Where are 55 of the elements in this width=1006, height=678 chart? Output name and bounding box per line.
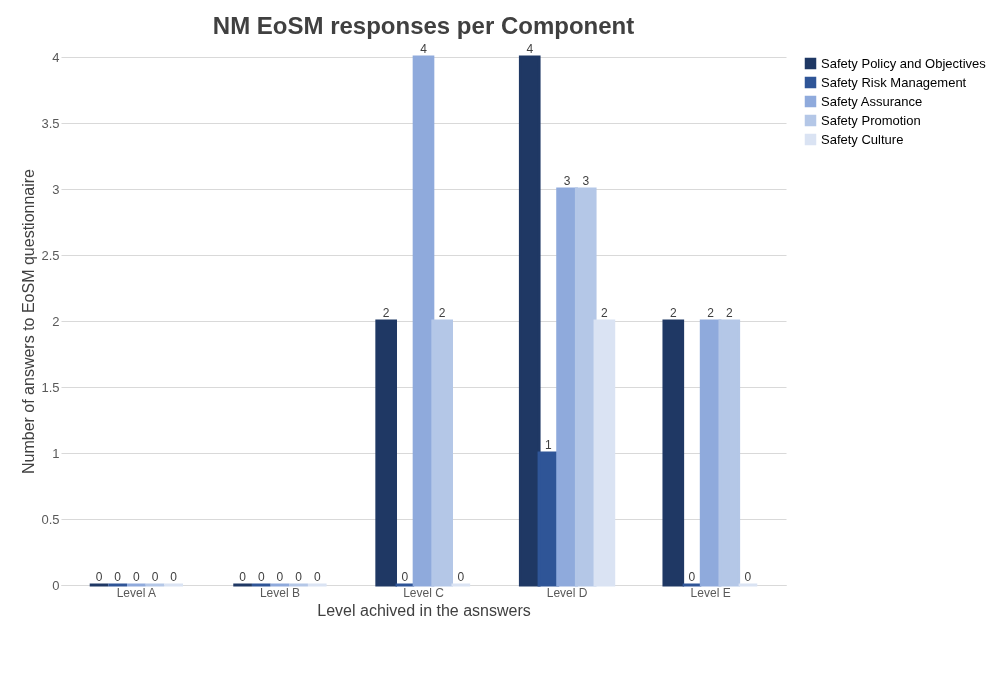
x-tick-label: Level A <box>116 585 157 600</box>
data-label: 0 <box>257 570 265 584</box>
bar <box>518 55 541 587</box>
y-tick-label: 0 <box>52 577 60 593</box>
data-label: 1 <box>545 438 553 452</box>
y-tick-label: 3 <box>52 181 60 197</box>
y-tick-label: 1 <box>52 445 60 461</box>
y-tick-label: 2 <box>52 313 60 329</box>
data-label: 4 <box>526 42 534 56</box>
y-tick-label: 4 <box>52 49 60 65</box>
data-label: 2 <box>669 306 677 320</box>
data-label: 2 <box>382 306 390 320</box>
chart-title: NM EoSM responses per Component <box>212 12 635 39</box>
data-label: 0 <box>170 570 178 584</box>
y-tick-label: 0.5 <box>41 511 60 527</box>
data-label: 0 <box>133 570 141 584</box>
data-label: 0 <box>744 570 752 584</box>
data-label: 3 <box>582 174 590 188</box>
legend-label: Safety Policy and Objectives <box>821 55 987 71</box>
bar <box>662 319 685 587</box>
bar <box>593 319 616 587</box>
bar <box>375 319 397 587</box>
y-axis-title: Number of answers to EoSM questionnaire <box>20 168 38 475</box>
x-tick-label: Level B <box>259 585 300 600</box>
x-tick-label: Level C <box>403 585 445 600</box>
x-tick-label: Level E <box>690 585 731 600</box>
data-label: 0 <box>276 570 284 584</box>
legend-label: Safety Promotion <box>821 112 921 128</box>
data-label: 0 <box>688 570 696 584</box>
y-tick-label: 3.5 <box>41 115 60 131</box>
data-label: 2 <box>601 306 609 320</box>
bar <box>718 319 741 587</box>
data-label: 4 <box>420 42 428 56</box>
data-label: 2 <box>438 306 446 320</box>
y-tick-label: 1.5 <box>41 379 60 395</box>
legend-label: Safety Assurance <box>821 93 923 109</box>
data-label: 0 <box>151 570 159 584</box>
data-label: 0 <box>401 570 409 584</box>
data-label: 2 <box>707 306 715 320</box>
data-label: 0 <box>457 570 465 584</box>
data-label: 0 <box>114 570 122 584</box>
data-label: 0 <box>313 570 321 584</box>
bar <box>412 55 435 587</box>
bar <box>574 187 597 587</box>
legend-label: Safety Culture <box>821 131 904 147</box>
data-label: 2 <box>725 306 733 320</box>
data-label: 0 <box>239 570 247 584</box>
legend-label: Safety Risk Management <box>821 74 967 90</box>
data-label: 0 <box>95 570 103 584</box>
x-tick-label: Level D <box>546 585 588 600</box>
bar <box>431 319 453 587</box>
x-axis-title: Level achived in the asnswers <box>317 601 531 619</box>
data-label: 0 <box>295 570 303 584</box>
y-tick-label: 2.5 <box>41 247 60 263</box>
data-label: 3 <box>563 174 571 188</box>
